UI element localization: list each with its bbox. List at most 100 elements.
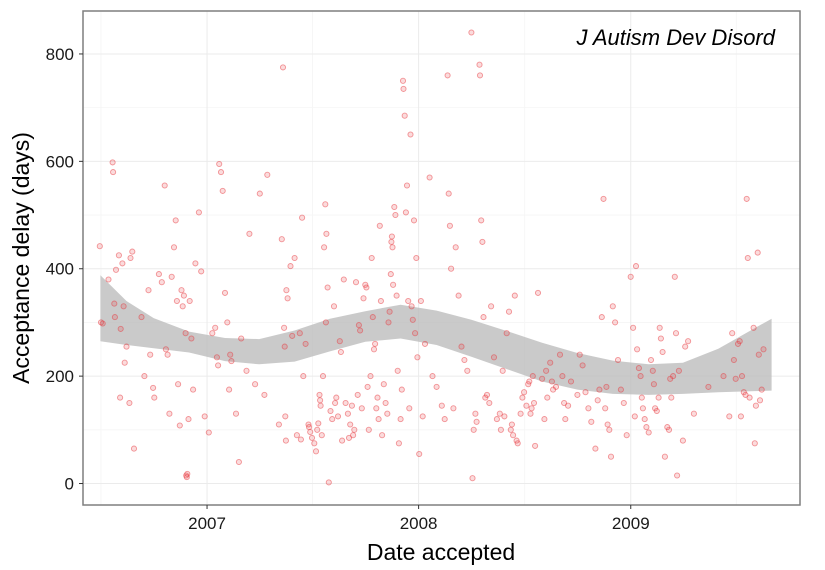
data-point: [317, 402, 324, 409]
data-point: [659, 348, 666, 356]
data-point: [655, 394, 662, 401]
data-point: [205, 429, 212, 436]
data-point: [111, 314, 118, 321]
data-point: [752, 402, 759, 409]
data-point: [365, 426, 372, 433]
data-point: [164, 351, 171, 358]
data-point: [168, 273, 175, 280]
data-point: [332, 399, 339, 407]
data-point: [96, 243, 103, 250]
data-point: [336, 338, 343, 345]
data-point: [380, 381, 387, 388]
data-point: [685, 338, 692, 345]
data-point: [329, 416, 336, 423]
data-point: [351, 426, 358, 433]
data-point: [479, 238, 486, 245]
data-point: [754, 249, 761, 256]
x-axis: 2007 2008 2009: [188, 505, 650, 533]
data-point: [499, 367, 506, 374]
data-point: [486, 399, 493, 407]
data-point: [732, 375, 739, 382]
data-point: [679, 437, 686, 444]
y-tick-label: 800: [46, 45, 74, 64]
data-point: [665, 426, 673, 433]
data-point: [281, 324, 288, 331]
data-point: [99, 320, 106, 327]
data-point: [585, 405, 592, 412]
data-point: [252, 381, 259, 388]
data-point: [212, 324, 219, 331]
data-point: [603, 383, 610, 390]
data-point: [746, 394, 753, 401]
data-point: [401, 112, 408, 119]
data-point: [464, 367, 471, 374]
data-point: [743, 195, 750, 202]
confidence-band-area: [100, 275, 772, 395]
data-point: [339, 437, 346, 444]
data-point: [182, 330, 189, 337]
data-point: [600, 195, 607, 202]
data-point: [609, 303, 616, 310]
data-point: [109, 159, 116, 166]
data-point: [445, 190, 452, 197]
data-point: [367, 373, 374, 380]
data-point: [419, 413, 426, 420]
data-point: [417, 297, 424, 305]
data-point: [110, 169, 117, 176]
data-point: [385, 319, 392, 326]
data-point: [321, 244, 328, 251]
data-point: [617, 386, 624, 393]
data-point: [379, 432, 386, 439]
data-point: [579, 362, 586, 369]
data-point: [523, 402, 530, 409]
data-point: [472, 410, 479, 417]
data-point: [637, 373, 644, 380]
data-point: [541, 416, 548, 423]
data-point: [358, 405, 365, 412]
data-point: [387, 271, 394, 278]
data-point: [468, 29, 475, 36]
data-point: [631, 413, 638, 420]
data-point: [312, 448, 320, 455]
y-tick-label: 400: [46, 260, 74, 279]
data-point: [275, 421, 282, 428]
data-point: [657, 335, 664, 342]
data-point: [429, 373, 436, 380]
data-point: [162, 346, 169, 353]
data-point: [324, 284, 331, 291]
data-point: [627, 273, 634, 280]
data-point: [726, 413, 733, 420]
data-point: [281, 343, 288, 350]
data-point: [758, 386, 765, 393]
y-axis-title: Acceptance delay (days): [8, 132, 34, 384]
data-point: [364, 383, 371, 390]
data-point: [476, 72, 484, 79]
data-point: [158, 279, 165, 286]
data-point: [390, 281, 397, 288]
data-point: [514, 440, 521, 447]
data-point: [751, 440, 758, 447]
y-tick-label: 600: [46, 152, 74, 171]
data-point: [377, 297, 384, 305]
data-point: [421, 340, 429, 347]
data-point: [374, 394, 381, 401]
data-point: [105, 276, 112, 283]
data-point: [217, 169, 225, 176]
data-point: [670, 373, 677, 380]
data-point: [348, 402, 355, 409]
data-point: [576, 351, 583, 358]
data-point: [438, 402, 445, 409]
data-point: [386, 308, 393, 315]
data-point: [720, 373, 727, 380]
data-point: [653, 407, 660, 415]
data-point: [639, 405, 646, 412]
data-point: [744, 254, 751, 262]
data-point: [299, 214, 306, 221]
data-point: [246, 230, 253, 237]
data-point: [426, 174, 433, 181]
data-point: [375, 416, 382, 423]
data-point: [394, 367, 401, 374]
data-point: [119, 260, 126, 267]
data-point: [511, 292, 518, 299]
